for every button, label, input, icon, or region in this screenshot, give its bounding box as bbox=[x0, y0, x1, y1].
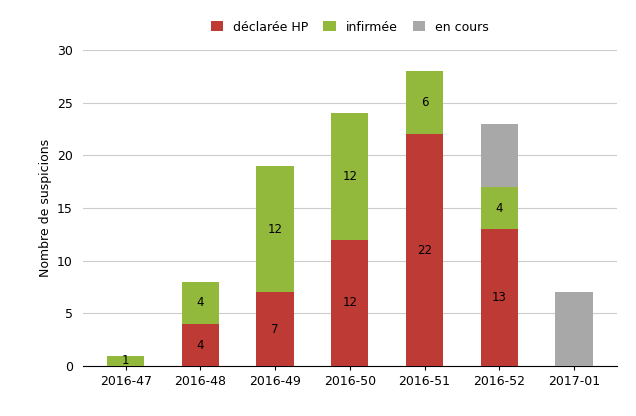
Text: 6: 6 bbox=[421, 96, 428, 109]
Text: 13: 13 bbox=[492, 291, 507, 304]
Y-axis label: Nombre de suspicions: Nombre de suspicions bbox=[39, 139, 52, 277]
Text: 12: 12 bbox=[342, 170, 357, 183]
Bar bbox=[107, 356, 144, 366]
Text: 12: 12 bbox=[342, 296, 357, 310]
Text: 12: 12 bbox=[268, 223, 282, 235]
Legend: déclarée HP, infirmée, en cours: déclarée HP, infirmée, en cours bbox=[207, 17, 493, 37]
Bar bbox=[481, 124, 518, 187]
Bar bbox=[256, 166, 294, 292]
Bar bbox=[481, 187, 518, 229]
Text: 4: 4 bbox=[197, 296, 204, 310]
Text: 4: 4 bbox=[197, 339, 204, 352]
Text: 7: 7 bbox=[272, 323, 279, 336]
Bar bbox=[331, 240, 368, 366]
Bar bbox=[481, 229, 518, 366]
Bar bbox=[406, 134, 443, 366]
Text: 1: 1 bbox=[122, 354, 129, 367]
Bar bbox=[331, 113, 368, 240]
Bar bbox=[406, 71, 443, 134]
Bar bbox=[555, 292, 593, 366]
Text: 22: 22 bbox=[417, 244, 432, 257]
Bar bbox=[182, 282, 219, 324]
Bar bbox=[182, 324, 219, 366]
Bar bbox=[256, 292, 294, 366]
Text: 4: 4 bbox=[495, 201, 503, 215]
